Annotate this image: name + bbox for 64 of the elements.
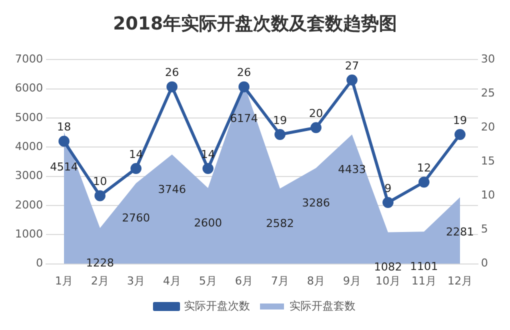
data-label: 20 bbox=[309, 107, 323, 120]
x-tick-label: 8月 bbox=[307, 274, 325, 288]
data-label: 26 bbox=[237, 66, 251, 80]
data-label: 10 bbox=[92, 175, 107, 188]
data-label: 3286 bbox=[302, 196, 330, 210]
y-tick-label: 7000 bbox=[14, 52, 43, 66]
y2-tick-label: 0 bbox=[481, 256, 488, 270]
y-tick-label: 1000 bbox=[14, 227, 43, 240]
x-tick-label: 1月 bbox=[54, 274, 73, 288]
legend-label: 实际开盘套数 bbox=[290, 299, 356, 312]
y2-tick-label: 5 bbox=[481, 222, 488, 236]
data-label: 2760 bbox=[122, 212, 150, 225]
point bbox=[202, 163, 214, 174]
data-label: 2281 bbox=[446, 226, 474, 239]
x-tick-label: 7月 bbox=[271, 274, 289, 288]
data-label: 4433 bbox=[338, 162, 366, 176]
data-label: 1082 bbox=[374, 260, 402, 274]
x-tick-label: 6月 bbox=[235, 274, 253, 288]
point bbox=[454, 128, 466, 140]
data-label: 6174 bbox=[230, 112, 258, 126]
data-label: 27 bbox=[345, 59, 359, 72]
y2-tick-label: 10 bbox=[481, 188, 496, 202]
y-tick-label: 6000 bbox=[14, 82, 43, 95]
point bbox=[58, 136, 70, 147]
x-tick-label: 3月 bbox=[126, 274, 145, 288]
y2-tick-label: 20 bbox=[481, 120, 496, 134]
x-tick-label: 12月 bbox=[448, 274, 473, 288]
data-label: 1228 bbox=[86, 256, 114, 270]
x-tick-label: 5月 bbox=[198, 274, 217, 288]
data-label: 18 bbox=[56, 120, 71, 134]
y-tick-label: 5000 bbox=[14, 110, 43, 124]
legend-label: 实际开盘次数 bbox=[184, 299, 250, 312]
data-label: 2600 bbox=[194, 216, 222, 230]
y-tick-label: 3000 bbox=[14, 169, 43, 182]
point bbox=[346, 74, 358, 86]
x-tick-label: 2月 bbox=[90, 274, 109, 288]
data-label: 9 bbox=[384, 182, 392, 195]
y-tick-label: 0 bbox=[36, 256, 43, 270]
point bbox=[130, 163, 142, 174]
data-label: 26 bbox=[164, 66, 179, 80]
x-tick-label: 9月 bbox=[343, 274, 361, 288]
data-label: 3746 bbox=[158, 182, 186, 196]
point bbox=[166, 81, 178, 92]
point bbox=[418, 176, 430, 188]
y-tick-label: 2000 bbox=[14, 198, 43, 212]
x-tick-label: 10月 bbox=[376, 274, 400, 288]
point bbox=[310, 122, 322, 134]
data-label: 4514 bbox=[50, 160, 78, 174]
data-label: 2582 bbox=[266, 216, 294, 230]
data-label: 19 bbox=[273, 114, 287, 127]
y2-tick-label: 15 bbox=[481, 154, 496, 168]
y2-tick-label: 30 bbox=[481, 52, 496, 66]
point bbox=[238, 81, 250, 92]
point bbox=[94, 190, 106, 202]
data-label: 19 bbox=[453, 114, 468, 127]
y-tick-label: 4000 bbox=[14, 140, 43, 153]
x-tick-label: 11月 bbox=[412, 274, 436, 288]
data-label: 12 bbox=[417, 161, 431, 174]
chart-title: 2018年实际开盘次数及套数趋势图 bbox=[112, 13, 398, 34]
y2-tick-label: 25 bbox=[481, 86, 496, 100]
point bbox=[274, 128, 286, 140]
data-label: 1101 bbox=[410, 260, 438, 274]
x-tick-label: 4月 bbox=[162, 274, 181, 288]
point bbox=[382, 197, 394, 208]
